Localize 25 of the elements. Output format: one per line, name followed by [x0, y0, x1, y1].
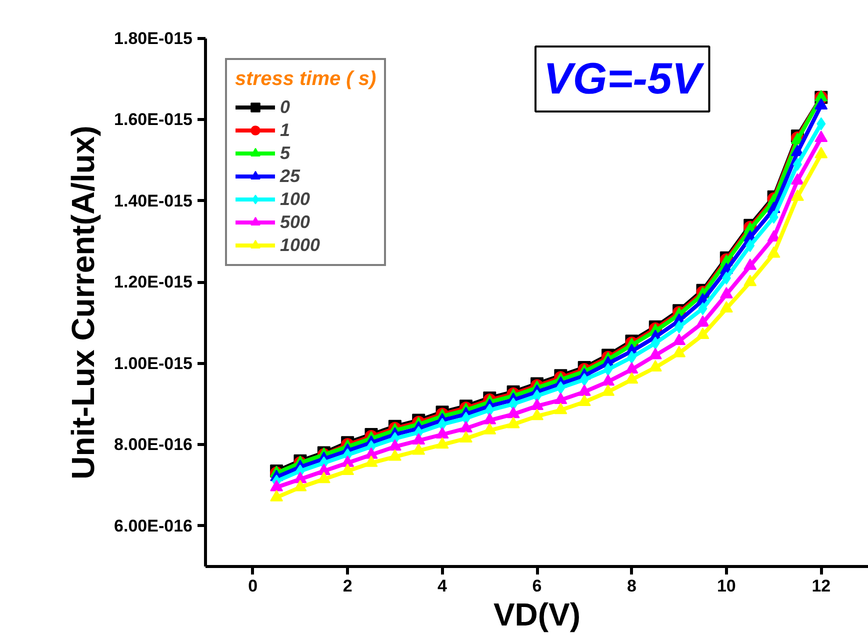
- y-tick-label: 1.80E-015: [114, 29, 192, 48]
- y-tick-label: 1.40E-015: [114, 191, 192, 210]
- chart-title: VG=-5V: [544, 54, 705, 104]
- legend-label: 500: [280, 211, 310, 233]
- x-tick-label: 0: [248, 576, 258, 596]
- legend-title: stress time ( s): [235, 68, 376, 91]
- x-tick-label: 4: [438, 576, 448, 596]
- y-tick-label: 8.00E-016: [114, 435, 192, 454]
- legend-label: 1000: [280, 234, 320, 256]
- legend-label: 5: [280, 142, 292, 164]
- legend-label: 0: [280, 96, 292, 118]
- legend-label: 100: [280, 188, 310, 210]
- x-axis-title: VD(V): [493, 596, 581, 632]
- legend-label: 1: [280, 119, 292, 141]
- x-tick-label: 2: [342, 576, 352, 596]
- y-tick-label: 1.00E-015: [114, 354, 192, 373]
- x-tick-label: 12: [812, 576, 831, 596]
- y-tick-label: 1.60E-015: [114, 110, 192, 130]
- x-tick-label: 10: [716, 576, 736, 596]
- x-tick-label: 6: [532, 576, 542, 596]
- y-axis-title: Unit-Lux Current(A/lux): [65, 126, 102, 480]
- x-tick-label: 8: [626, 576, 636, 596]
- y-tick-label: 6.00E-016: [114, 516, 192, 536]
- y-tick-label: 1.20E-015: [114, 272, 192, 292]
- legend-label: 25: [280, 165, 300, 187]
